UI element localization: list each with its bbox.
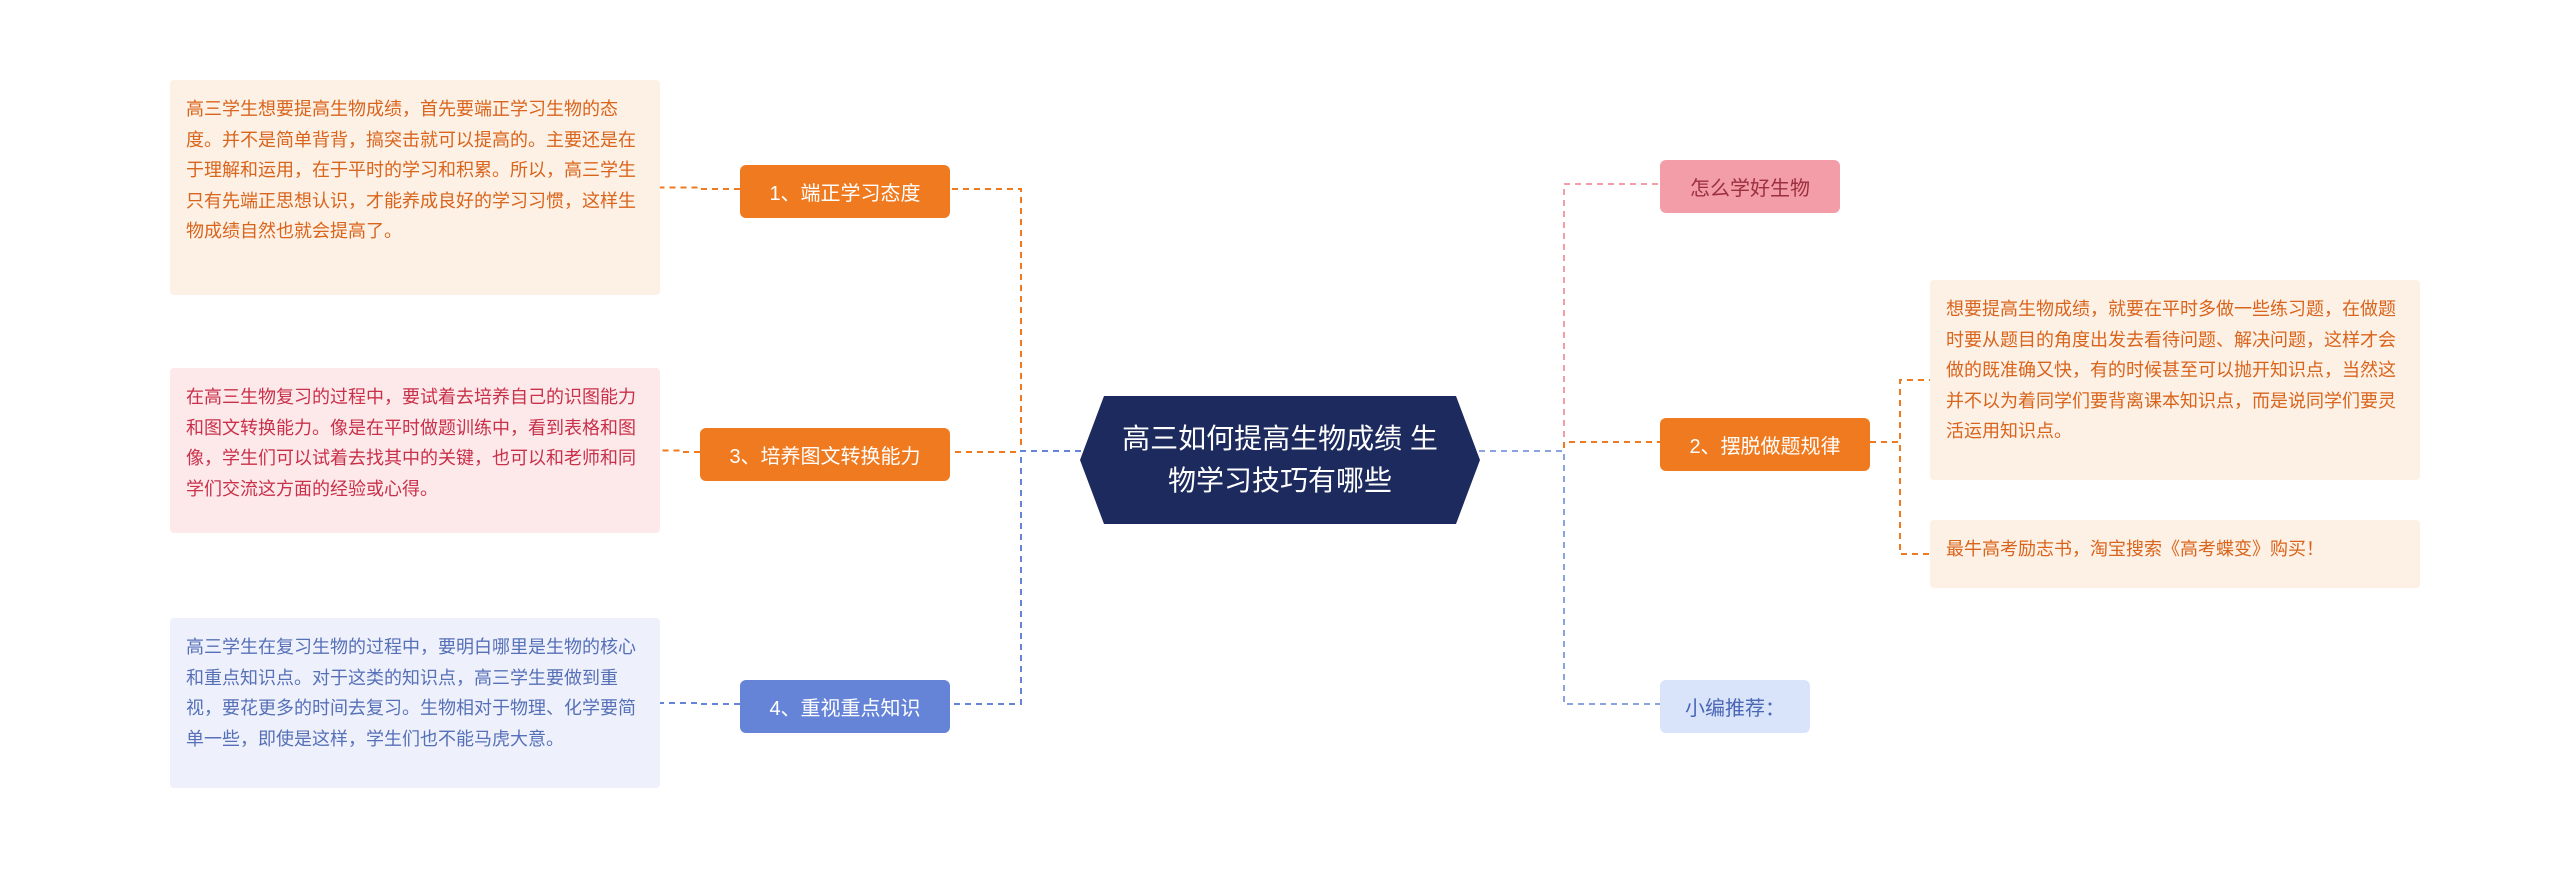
detail-l4-text: 高三学生在复习生物的过程中，要明白哪里是生物的核心和重点知识点。对于这类的知识点… (186, 632, 644, 754)
branch-rtop-label: 怎么学好生物 (1690, 172, 1810, 201)
branch-l1-label: 1、端正学习态度 (769, 177, 920, 206)
center-node: 高三如何提高生物成绩 生物学习技巧有哪些 (1080, 396, 1480, 524)
branch-l4-label: 4、重视重点知识 (769, 692, 920, 721)
branch-l3: 3、培养图文转换能力 (700, 428, 950, 481)
branch-rbot-label: 小编推荐： (1685, 692, 1785, 721)
center-label: 高三如何提高生物成绩 生物学习技巧有哪些 (1110, 418, 1450, 502)
branch-l3-label: 3、培养图文转换能力 (729, 440, 920, 469)
mindmap-canvas: 高三如何提高生物成绩 生物学习技巧有哪些 1、端正学习态度 高三学生想要提高生物… (0, 0, 2560, 893)
branch-r2: 2、摆脱做题规律 (1660, 418, 1870, 471)
detail-r2-b: 最牛高考励志书，淘宝搜索《高考蝶变》购买！ (1930, 520, 2420, 588)
branch-rtop: 怎么学好生物 (1660, 160, 1840, 213)
branch-rbot: 小编推荐： (1660, 680, 1810, 733)
branch-r2-label: 2、摆脱做题规律 (1689, 430, 1840, 459)
detail-l4: 高三学生在复习生物的过程中，要明白哪里是生物的核心和重点知识点。对于这类的知识点… (170, 618, 660, 788)
detail-r2-a: 想要提高生物成绩，就要在平时多做一些练习题，在做题时要从题目的角度出发去看待问题… (1930, 280, 2420, 480)
detail-l1-text: 高三学生想要提高生物成绩，首先要端正学习生物的态度。并不是简单背背，搞突击就可以… (186, 94, 644, 247)
detail-l3: 在高三生物复习的过程中，要试着去培养自己的识图能力和图文转换能力。像是在平时做题… (170, 368, 660, 533)
detail-l1: 高三学生想要提高生物成绩，首先要端正学习生物的态度。并不是简单背背，搞突击就可以… (170, 80, 660, 295)
detail-r2-b-text: 最牛高考励志书，淘宝搜索《高考蝶变》购买！ (1946, 534, 2324, 565)
branch-l4: 4、重视重点知识 (740, 680, 950, 733)
detail-r2-a-text: 想要提高生物成绩，就要在平时多做一些练习题，在做题时要从题目的角度出发去看待问题… (1946, 294, 2404, 447)
branch-l1: 1、端正学习态度 (740, 165, 950, 218)
detail-l3-text: 在高三生物复习的过程中，要试着去培养自己的识图能力和图文转换能力。像是在平时做题… (186, 382, 644, 504)
